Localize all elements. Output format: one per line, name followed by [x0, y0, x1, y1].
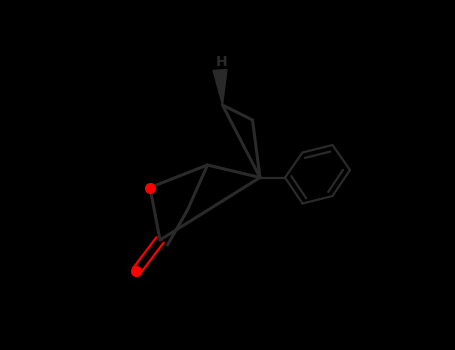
Text: H: H	[216, 56, 228, 70]
Polygon shape	[213, 70, 227, 105]
